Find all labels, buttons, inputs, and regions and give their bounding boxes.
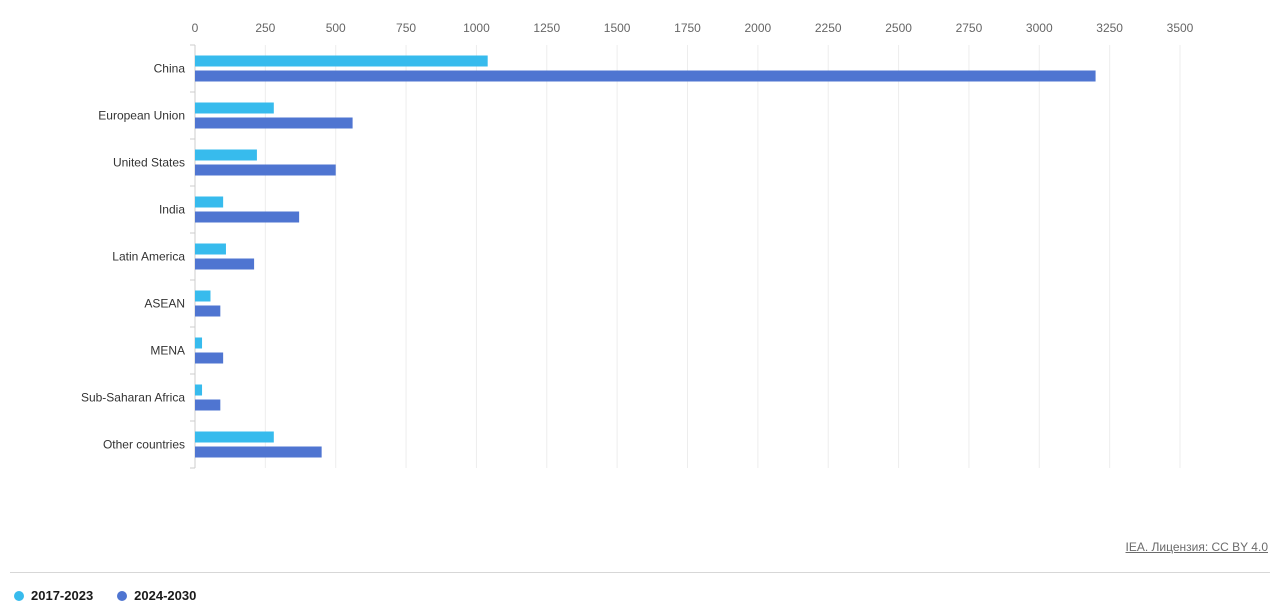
bar[interactable] bbox=[195, 400, 220, 411]
bar[interactable] bbox=[195, 197, 223, 208]
bar[interactable] bbox=[195, 244, 226, 255]
category-label: India bbox=[159, 203, 185, 217]
x-tick-label: 3250 bbox=[1096, 21, 1123, 35]
x-tick-label: 1500 bbox=[604, 21, 631, 35]
legend-dot-icon bbox=[14, 591, 24, 601]
bar[interactable] bbox=[195, 71, 1096, 82]
x-tick-label: 3500 bbox=[1167, 21, 1194, 35]
bar[interactable] bbox=[195, 165, 336, 176]
x-tick-label: 1250 bbox=[533, 21, 560, 35]
x-tick-label: 1000 bbox=[463, 21, 490, 35]
category-label: ASEAN bbox=[144, 297, 185, 311]
category-label: United States bbox=[113, 156, 185, 170]
legend-label: 2024-2030 bbox=[134, 588, 196, 603]
x-tick-label: 1750 bbox=[674, 21, 701, 35]
bar[interactable] bbox=[195, 291, 210, 302]
category-label: China bbox=[154, 62, 186, 76]
bar[interactable] bbox=[195, 259, 254, 270]
grouped-bar-chart: 0 250 500 750 1000 1250 1500 1750 2000 2250 2500 27… bbox=[0, 0, 1280, 614]
category-label: Other countries bbox=[103, 438, 185, 452]
bar[interactable] bbox=[195, 353, 223, 364]
bar[interactable] bbox=[195, 306, 220, 317]
bar[interactable] bbox=[195, 118, 353, 129]
bar[interactable] bbox=[195, 56, 488, 67]
legend-dot-icon bbox=[117, 591, 127, 601]
x-tick-label: 0 bbox=[192, 21, 199, 35]
bar[interactable] bbox=[195, 150, 257, 161]
attribution-text[interactable]: IEA. Лицензия: CC BY 4.0 bbox=[1126, 540, 1268, 554]
x-tick-label: 2250 bbox=[815, 21, 842, 35]
x-tick-label: 750 bbox=[396, 21, 416, 35]
x-tick-label: 2000 bbox=[745, 21, 772, 35]
category-label: MENA bbox=[150, 344, 185, 358]
category-label: European Union bbox=[98, 109, 185, 123]
bar[interactable] bbox=[195, 385, 202, 396]
x-tick-label: 250 bbox=[255, 21, 275, 35]
bar[interactable] bbox=[195, 432, 274, 443]
bar[interactable] bbox=[195, 212, 299, 223]
legend-item: 2024-2030 bbox=[117, 588, 196, 603]
legend-label: 2017-2023 bbox=[31, 588, 93, 603]
divider-line bbox=[10, 572, 1270, 573]
bar[interactable] bbox=[195, 338, 202, 349]
x-tick-label: 500 bbox=[326, 21, 346, 35]
x-tick-label: 2500 bbox=[885, 21, 912, 35]
chart-container: 0 250 500 750 1000 1250 1500 1750 2000 2250 2500 27… bbox=[0, 0, 1280, 614]
legend: 2017-2023 2024-2030 bbox=[14, 588, 196, 603]
x-tick-label: 3000 bbox=[1026, 21, 1053, 35]
category-label: Sub-Saharan Africa bbox=[81, 391, 185, 405]
category-label: Latin America bbox=[112, 250, 185, 264]
x-tick-label: 2750 bbox=[956, 21, 983, 35]
legend-item: 2017-2023 bbox=[14, 588, 93, 603]
bar[interactable] bbox=[195, 447, 322, 458]
bar[interactable] bbox=[195, 103, 274, 114]
